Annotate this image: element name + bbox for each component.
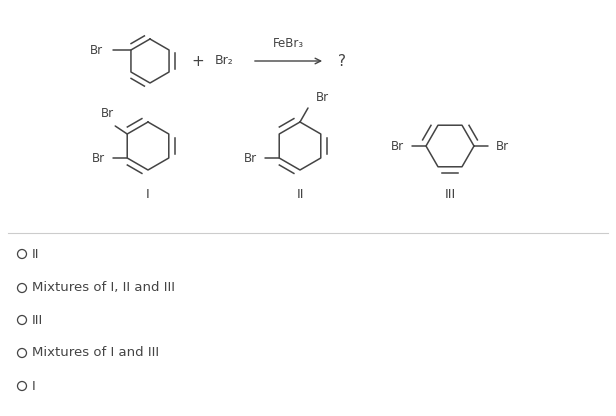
Text: III: III: [31, 314, 43, 327]
Text: I: I: [146, 188, 150, 201]
Text: III: III: [444, 188, 456, 201]
Text: Br₂: Br₂: [215, 54, 233, 67]
Text: Br: Br: [92, 151, 105, 164]
Text: Br: Br: [90, 44, 103, 57]
Text: FeBr₃: FeBr₃: [273, 37, 304, 50]
Text: Mixtures of I, II and III: Mixtures of I, II and III: [31, 282, 174, 295]
Text: Br: Br: [391, 139, 404, 153]
Text: I: I: [31, 379, 35, 393]
Text: II: II: [31, 248, 39, 260]
Text: II: II: [296, 188, 304, 201]
Text: Br: Br: [316, 91, 329, 104]
Text: ?: ?: [338, 54, 346, 69]
Text: Br: Br: [496, 139, 509, 153]
Text: Br: Br: [100, 107, 114, 120]
Text: Mixtures of I and III: Mixtures of I and III: [31, 347, 159, 359]
Text: +: +: [192, 54, 205, 69]
Text: Br: Br: [244, 151, 257, 164]
